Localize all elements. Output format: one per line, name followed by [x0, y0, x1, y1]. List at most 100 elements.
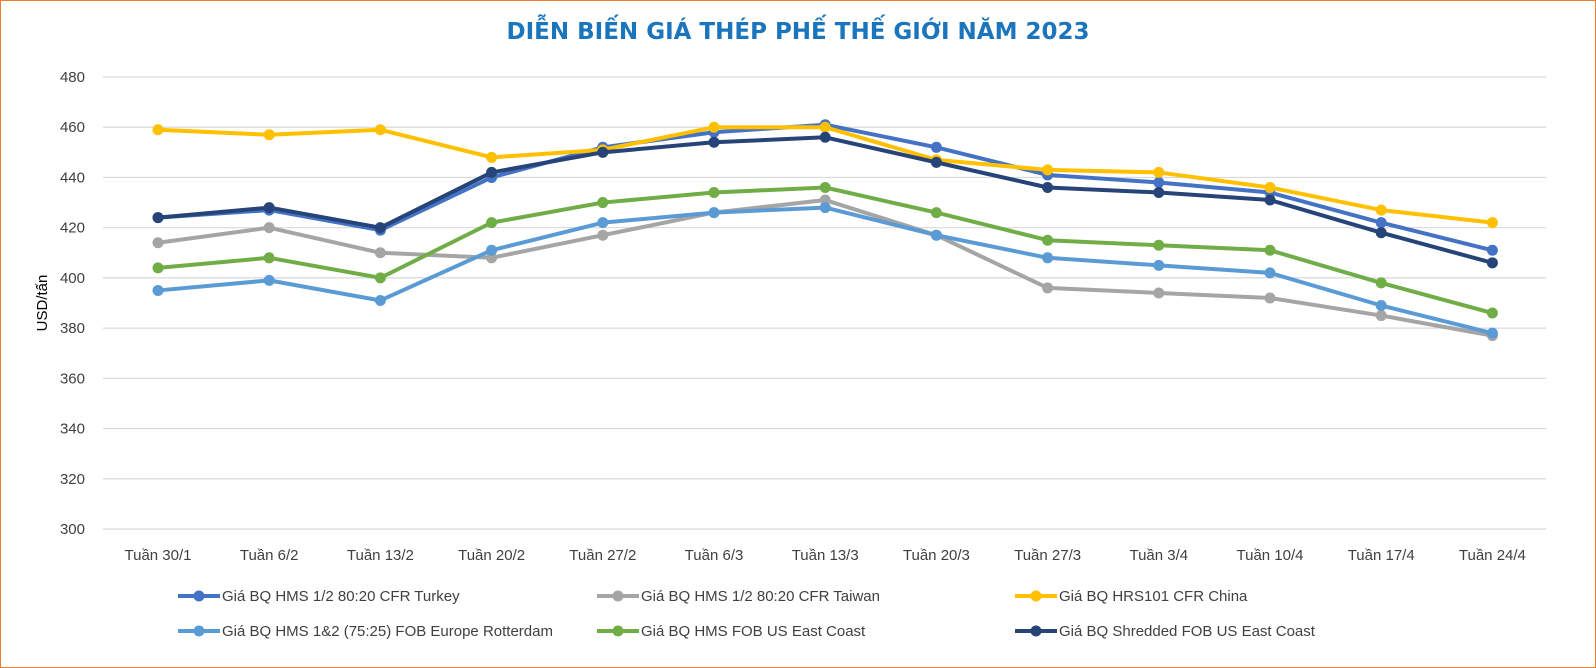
legend-label: Giá BQ HMS 1/2 80:20 CFR Turkey: [222, 588, 460, 605]
y-tick-label: 420: [60, 220, 85, 237]
legend-item: Giá BQ Shredded FOB US East Coast: [1015, 623, 1316, 640]
legend-label: Giá BQ Shredded FOB US East Coast: [1059, 623, 1316, 640]
data-point: [263, 129, 275, 141]
legend-item: Giá BQ HMS FOB US East Coast: [597, 623, 866, 640]
data-point: [486, 252, 498, 264]
series-2: [152, 194, 1498, 342]
data-point: [597, 229, 609, 241]
data-point: [1153, 239, 1165, 251]
data-point: [374, 247, 386, 259]
data-point: [486, 151, 498, 163]
x-tick-label: Tuần 6/3: [685, 547, 744, 564]
y-tick-label: 320: [60, 471, 85, 488]
y-tick-label: 440: [60, 169, 85, 186]
data-point: [1486, 327, 1498, 339]
x-tick-label: Tuần 3/4: [1129, 547, 1188, 564]
data-point: [708, 136, 720, 148]
data-point: [1486, 217, 1498, 229]
data-point: [1153, 287, 1165, 299]
legend-label: Giá BQ HRS101 CFR China: [1059, 588, 1248, 605]
x-tick-label: Tuần 17/4: [1348, 547, 1415, 564]
x-tick-label: Tuần 13/2: [347, 547, 414, 564]
data-point: [597, 146, 609, 158]
data-point: [263, 222, 275, 234]
legend-marker: [1030, 625, 1042, 637]
data-point: [1042, 234, 1054, 246]
legend-marker: [193, 590, 205, 602]
x-tick-label: Tuần 20/3: [903, 547, 970, 564]
y-tick-label: 480: [60, 69, 85, 86]
x-tick-label: Tuần 27/2: [569, 547, 636, 564]
x-tick-label: Tuần 6/2: [240, 547, 299, 564]
data-point: [1375, 277, 1387, 289]
y-tick-label: 340: [60, 421, 85, 438]
data-point: [819, 131, 831, 143]
data-point: [1264, 267, 1276, 279]
data-point: [1042, 164, 1054, 176]
data-point: [819, 181, 831, 193]
data-point: [486, 244, 498, 256]
data-point: [263, 252, 275, 264]
x-tick-label: Tuần 20/2: [458, 547, 525, 564]
data-point: [708, 207, 720, 219]
data-point: [1486, 307, 1498, 319]
data-point: [374, 222, 386, 234]
y-tick-label: 460: [60, 119, 85, 136]
data-point: [1264, 194, 1276, 206]
x-tick-label: Tuần 30/1: [125, 547, 192, 564]
data-point: [263, 202, 275, 214]
data-point: [152, 212, 164, 224]
legend-marker: [193, 625, 205, 637]
data-point: [1375, 204, 1387, 216]
data-point: [819, 202, 831, 214]
data-point: [1042, 252, 1054, 264]
data-point: [1375, 300, 1387, 312]
data-point: [819, 121, 831, 133]
data-point: [152, 237, 164, 249]
data-point: [1264, 181, 1276, 193]
legend-item: Giá BQ HMS 1&2 (75:25) FOB Europe Rotter…: [178, 623, 553, 640]
data-point: [1375, 217, 1387, 229]
data-point: [930, 156, 942, 168]
legend-marker: [1030, 590, 1042, 602]
data-point: [819, 194, 831, 206]
series-4: [152, 202, 1498, 339]
data-point: [152, 284, 164, 296]
data-point: [930, 229, 942, 241]
y-tick-label: 380: [60, 320, 85, 337]
data-point: [1153, 166, 1165, 178]
y-tick-label: 360: [60, 370, 85, 387]
data-point: [1375, 227, 1387, 239]
legend-label: Giá BQ HMS 1&2 (75:25) FOB Europe Rotter…: [222, 623, 553, 640]
data-point: [930, 207, 942, 219]
data-point: [1486, 257, 1498, 269]
x-axis-ticks: Tuần 30/1 Tuần 6/2 Tuần 13/2 Tuần 20/2 Tuần …: [125, 547, 1526, 564]
chart-title: DIỄN BIẾN GIÁ THÉP PHẾ THẾ GIỚI NĂM 2023: [506, 19, 1090, 45]
legend: Giá BQ HMS 1/2 80:20 CFR Turkey Giá BQ HM…: [178, 588, 1316, 640]
data-point: [1486, 244, 1498, 256]
legend-label: Giá BQ HMS FOB US East Coast: [641, 623, 866, 640]
data-point: [152, 124, 164, 136]
data-point: [374, 294, 386, 306]
data-point: [1375, 310, 1387, 322]
x-tick-label: Tuần 24/4: [1459, 547, 1526, 564]
x-tick-label: Tuần 13/3: [792, 547, 859, 564]
data-point: [1153, 176, 1165, 188]
data-point: [486, 217, 498, 229]
y-axis-ticks: 300 320 340 360 380 400 420 440 460 480: [60, 69, 85, 538]
data-point: [1042, 282, 1054, 294]
legend-marker: [612, 590, 624, 602]
data-point: [597, 197, 609, 209]
x-tick-label: Tuần 10/4: [1237, 547, 1304, 564]
legend-item: Giá BQ HRS101 CFR China: [1015, 588, 1248, 605]
gridlines: [103, 76, 1546, 530]
data-point: [1153, 259, 1165, 271]
legend-marker: [612, 625, 624, 637]
series-lines: [152, 119, 1498, 342]
data-point: [708, 121, 720, 133]
data-point: [374, 124, 386, 136]
data-point: [1042, 181, 1054, 193]
y-tick-label: 400: [60, 270, 85, 287]
